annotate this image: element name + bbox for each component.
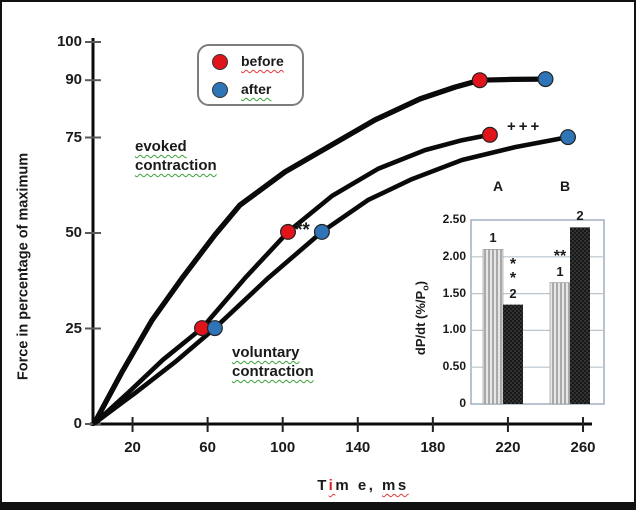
data-point-marker: [280, 223, 297, 240]
inset-bar: [482, 249, 504, 405]
inset-bar: [570, 227, 590, 404]
inset-bar: [503, 304, 523, 404]
data-point-marker: [206, 320, 223, 337]
data-point-marker: [481, 126, 498, 143]
data-point-marker: [313, 223, 330, 240]
data-point-marker: [537, 71, 554, 88]
data-point-marker: [559, 129, 576, 146]
inset-bar: [549, 282, 571, 405]
data-point-marker: [471, 72, 488, 89]
